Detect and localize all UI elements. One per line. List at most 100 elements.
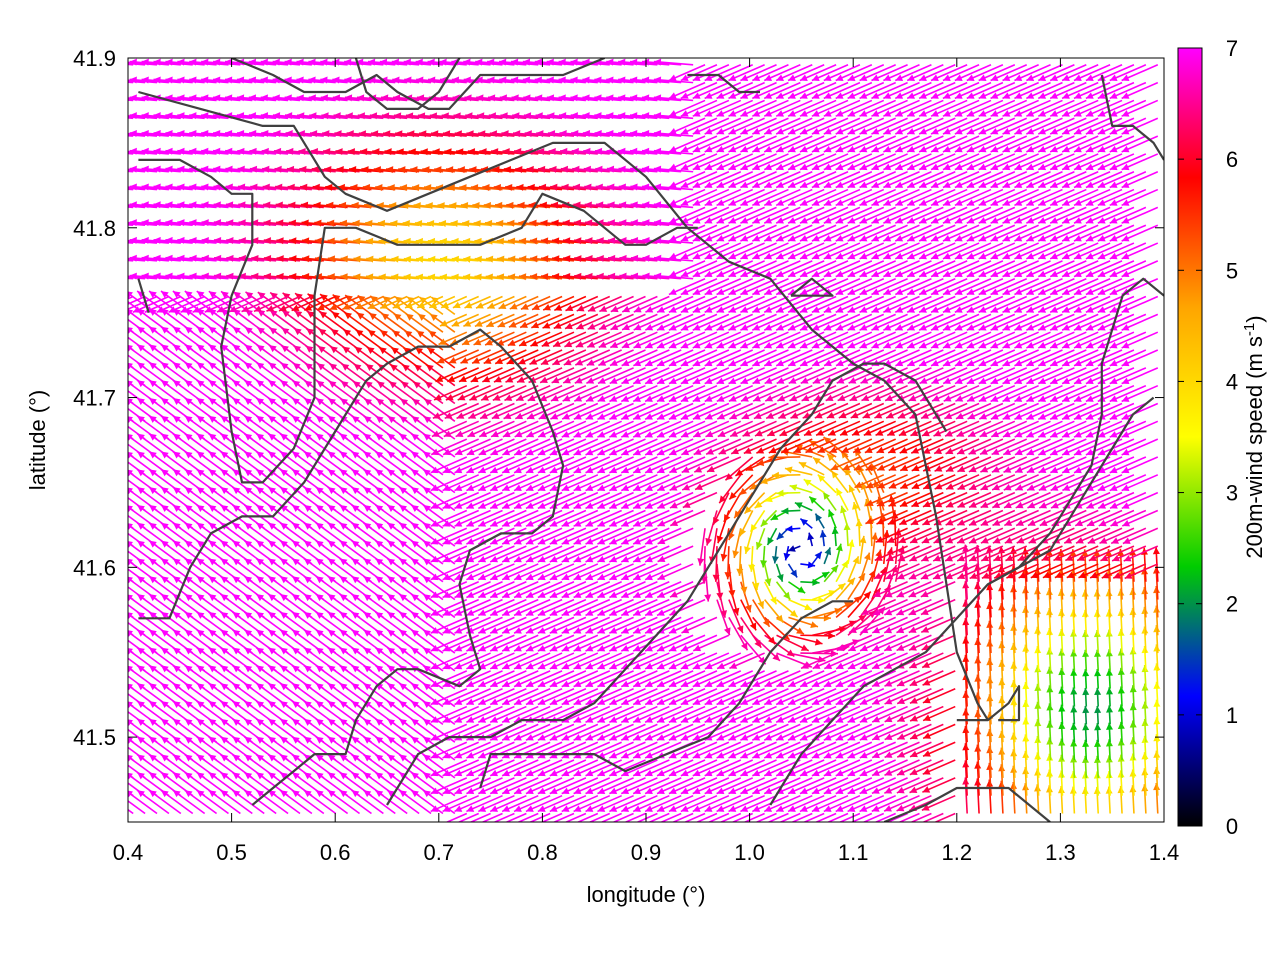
wind-arrow-head — [704, 769, 713, 777]
wind-arrow-head — [776, 823, 784, 829]
wind-arrow-head — [669, 823, 677, 829]
wind-arrow — [656, 777, 694, 795]
wind-arrow — [430, 741, 468, 759]
wind-arrow-head — [811, 805, 820, 812]
wind-arrow — [811, 741, 849, 759]
wind-arrow-head — [1117, 721, 1125, 729]
wind-arrow-head — [454, 769, 463, 777]
wind-arrow-head — [101, 487, 109, 494]
wind-arrow-head — [788, 751, 796, 759]
wind-arrow — [466, 794, 503, 813]
wind-arrow — [719, 812, 742, 822]
wind-arrow-head — [442, 805, 451, 812]
wind-arrow — [620, 741, 658, 759]
wind-arrow-head — [909, 823, 917, 829]
wind-arrow — [549, 723, 587, 741]
wind-arrow-head — [1046, 703, 1054, 711]
wind-arrow — [668, 723, 706, 741]
wind-arrow — [778, 812, 801, 822]
wind-arrow-head — [101, 505, 109, 512]
wind-arrow — [704, 741, 742, 759]
wind-arrow-head — [922, 786, 931, 793]
wind-arrow — [501, 759, 539, 777]
wind-arrow-head — [740, 751, 749, 759]
wind-arrow-head — [561, 787, 570, 795]
wind-arrow — [609, 723, 646, 741]
wind-arrow — [668, 705, 706, 724]
wind-arrow-head — [657, 823, 665, 829]
wind-arrow-head — [550, 823, 558, 829]
wind-arrow-head — [609, 805, 618, 812]
wind-arrow — [823, 741, 861, 759]
wind-arrow — [922, 759, 956, 775]
wind-arrow-head — [621, 734, 630, 741]
wind-arrow-head — [728, 734, 737, 741]
wind-arrow-head — [113, 683, 121, 690]
wind-arrow-head — [1094, 739, 1102, 747]
wind-arrow — [799, 794, 837, 813]
wind-arrow — [716, 777, 754, 795]
wind-arrow-head — [609, 769, 618, 777]
wind-arrow — [492, 812, 515, 822]
wind-arrow-head — [478, 716, 487, 723]
wind-arrow — [922, 777, 956, 793]
wind-arrow — [644, 741, 682, 759]
wind-arrow-head — [502, 805, 510, 812]
wind-arrow — [550, 812, 587, 829]
wind-arrow-head — [657, 734, 665, 741]
wind-arrow-head — [884, 805, 892, 812]
wind-arrow — [525, 777, 563, 795]
wind-arrow-head — [113, 772, 121, 779]
wind-arrow-head — [537, 734, 546, 741]
wind-arrow — [896, 723, 932, 740]
wind-arrow — [657, 812, 694, 829]
wind-arrow-head — [573, 734, 582, 741]
wind-arrow — [740, 759, 777, 777]
wind-arrow — [847, 741, 885, 759]
wind-arrow-head — [1082, 705, 1090, 714]
wind-arrow-head — [752, 805, 761, 812]
wind-arrow — [644, 705, 682, 724]
wind-arrow — [1058, 704, 1066, 725]
wind-arrow-head — [454, 787, 463, 795]
wind-arrow-head — [752, 751, 761, 759]
wind-arrow — [909, 812, 944, 829]
wind-arrow-head — [799, 805, 808, 812]
wind-arrow — [799, 777, 837, 795]
wind-arrow — [644, 723, 682, 741]
wind-arrow — [740, 705, 777, 724]
wind-arrow — [442, 705, 480, 724]
wind-arrow-head — [538, 823, 546, 829]
wind-arrow-head — [609, 751, 618, 759]
wind-arrow-shaft — [576, 812, 599, 822]
wind-arrow — [573, 705, 611, 724]
wind-arrow-head — [525, 769, 534, 777]
wind-arrow — [513, 794, 551, 813]
wind-arrow — [922, 723, 956, 740]
wind-arrow — [537, 759, 575, 777]
wind-arrow-head — [101, 630, 109, 637]
wind-arrow — [704, 794, 742, 813]
wind-arrow-head — [101, 772, 109, 779]
wind-arrow-head — [573, 787, 582, 795]
wind-arrow — [549, 777, 587, 795]
wind-arrow-head — [101, 612, 109, 619]
wind-arrow-head — [645, 823, 653, 829]
wind-arrow — [549, 759, 587, 777]
wind-arrow — [896, 741, 932, 758]
wind-arrow-shaft — [826, 812, 849, 822]
wind-arrow-head — [692, 716, 701, 723]
wind-arrow — [430, 794, 468, 813]
wind-arrow-head — [823, 769, 832, 777]
wind-arrow-head — [704, 805, 713, 812]
wind-arrow-head — [729, 823, 737, 829]
wind-arrow-head — [668, 805, 677, 812]
wind-arrow-shaft — [766, 812, 789, 822]
wind-arrow-head — [633, 805, 642, 812]
wind-arrow — [454, 741, 491, 759]
wind-arrow — [763, 759, 801, 777]
wind-arrow — [835, 794, 873, 813]
wind-arrow-head — [823, 787, 832, 795]
wind-arrow — [573, 759, 611, 777]
